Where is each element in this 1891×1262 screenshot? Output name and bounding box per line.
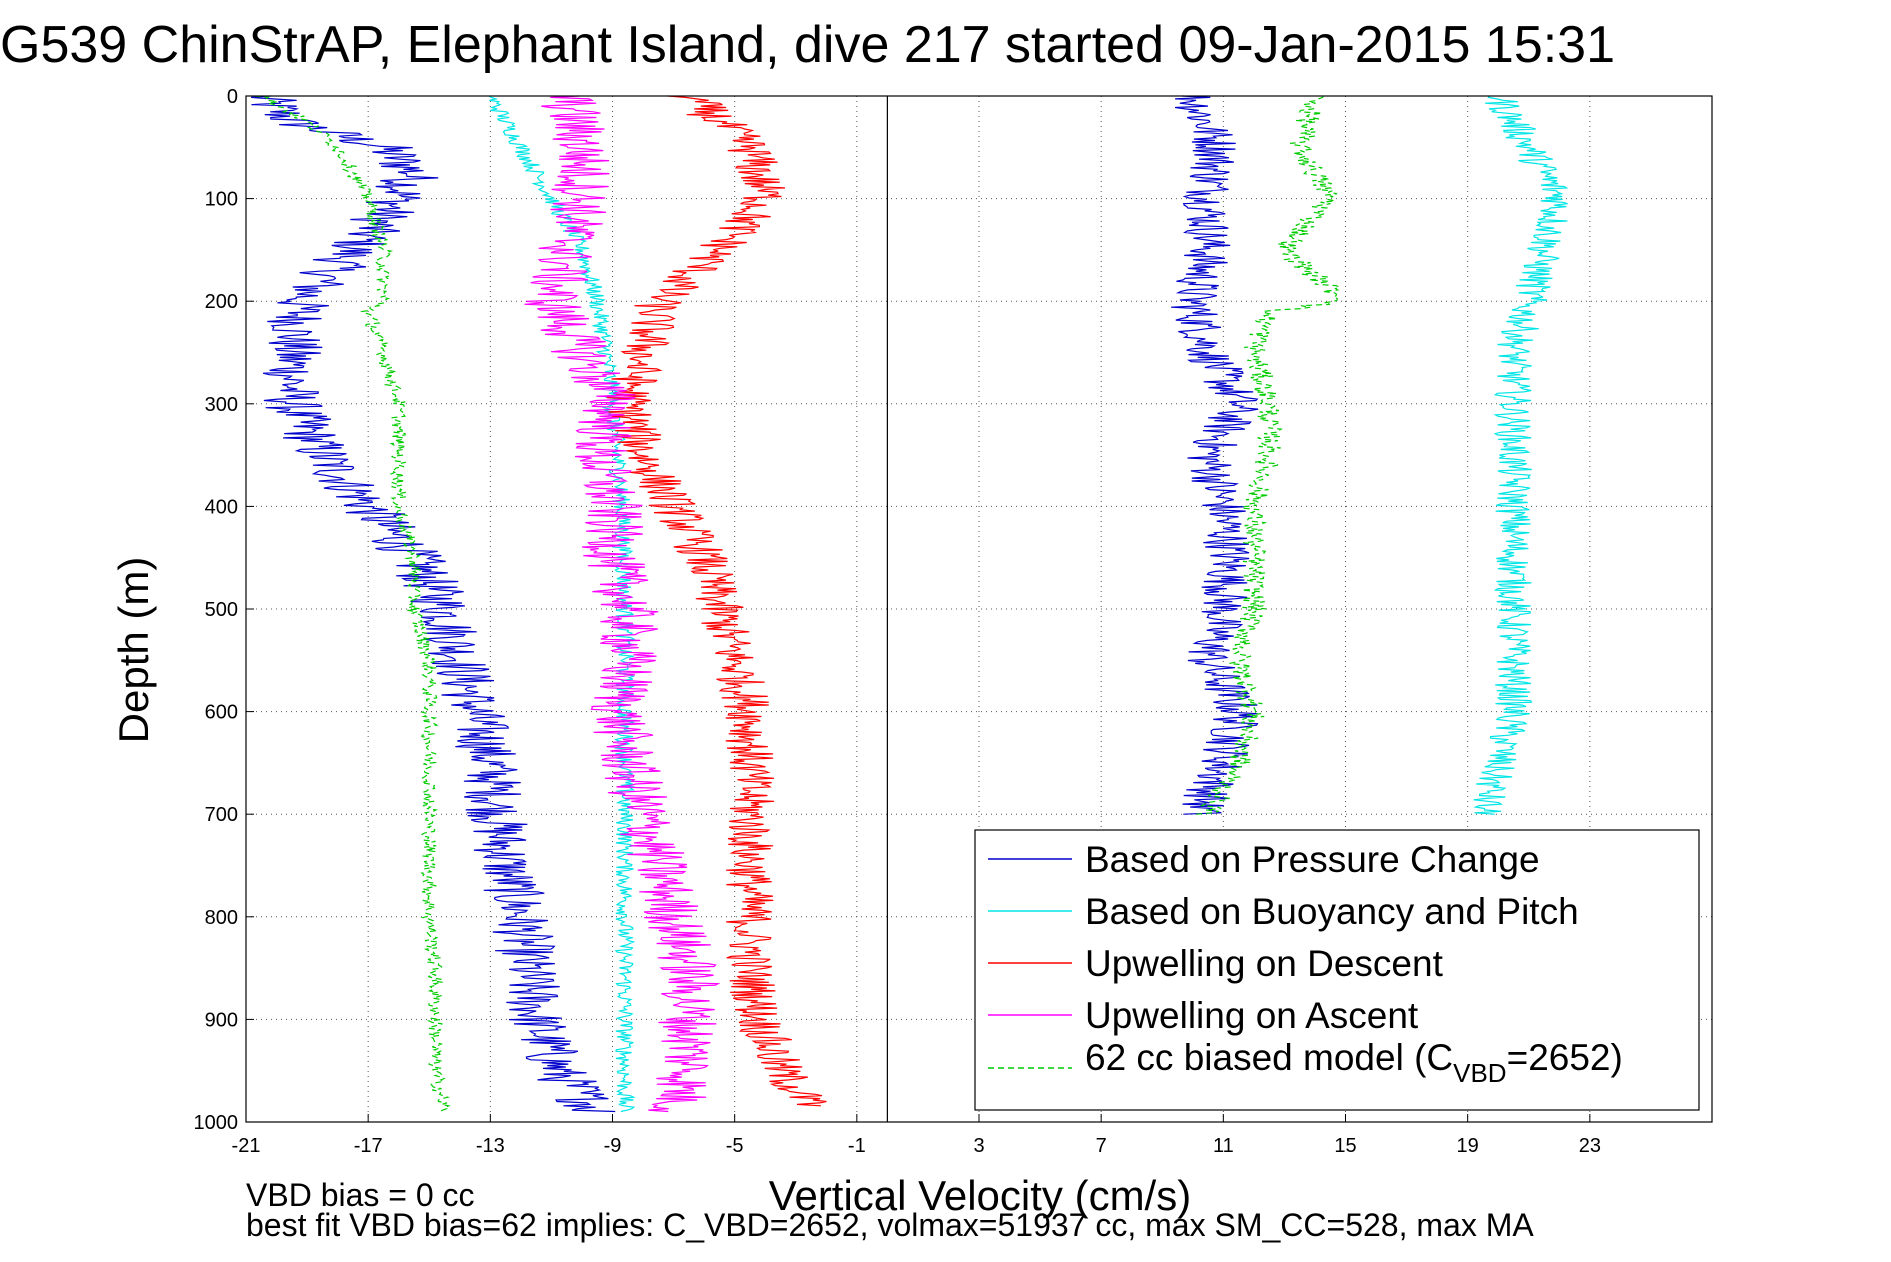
x-tick-label: 3 <box>973 1135 984 1157</box>
series-line <box>251 95 616 1113</box>
legend: Based on Pressure Change Based on Buoyan… <box>974 829 1700 1111</box>
series-4 <box>254 95 1341 1113</box>
x-axis-label: Vertical Velocity (cm/s) <box>769 1172 1191 1219</box>
series-layer <box>251 95 1569 1113</box>
series-3 <box>524 95 721 1113</box>
x-tick-label: 11 <box>1213 1135 1234 1157</box>
y-tick-label: 300 <box>205 394 238 416</box>
legend-box <box>974 829 1700 1111</box>
legend-label-pressure: Based on Pressure Change <box>1085 839 1540 880</box>
y-tick-label: 600 <box>205 702 238 724</box>
x-tick-label: -1 <box>848 1135 866 1157</box>
y-tick-label: 500 <box>205 599 238 621</box>
y-tick-label: 200 <box>205 291 238 313</box>
y-axis-label: Depth (m) <box>110 557 157 744</box>
series-0 <box>251 95 1259 1113</box>
x-ticks: -21 -17 -13 -9 -5 -1 3 7 11 15 19 23 <box>232 1114 1601 1157</box>
y-tick-label: 0 <box>227 86 238 108</box>
series-line-upcast <box>1196 95 1341 815</box>
y-tick-label: 1000 <box>194 1112 239 1134</box>
x-tick-label: 23 <box>1579 1135 1601 1157</box>
x-tick-label: 15 <box>1334 1135 1356 1157</box>
series-2 <box>606 95 827 1107</box>
x-tick-label: 7 <box>1096 1135 1107 1157</box>
note-best-fit: best fit VBD bias=62 implies: C_VBD=2652… <box>246 1207 1534 1243</box>
chart-title: G539 ChinStrAP, Elephant Island, dive 21… <box>0 16 1615 74</box>
legend-label-ascent: Upwelling on Ascent <box>1085 995 1419 1036</box>
legend-label-model-end: =2652) <box>1507 1037 1623 1078</box>
legend-label-descent: Upwelling on Descent <box>1085 943 1444 984</box>
legend-label-buoyancy: Based on Buoyancy and Pitch <box>1085 891 1579 932</box>
y-tick-label: 800 <box>205 907 238 929</box>
y-tick-label: 100 <box>205 189 238 211</box>
note-vbd-bias: VBD bias = 0 cc <box>246 1177 475 1213</box>
legend-label-model-main: 62 cc biased model (C <box>1085 1037 1453 1078</box>
x-tick-label: -17 <box>354 1135 383 1157</box>
series-line-upcast <box>1171 95 1259 815</box>
y-ticks: 0 100 200 300 400 500 600 700 800 900 1000 <box>194 86 254 1134</box>
legend-label-model-sub: VBD <box>1453 1058 1506 1088</box>
x-tick-label: -5 <box>726 1135 744 1157</box>
series-line <box>254 95 451 1113</box>
x-tick-label: -9 <box>604 1135 622 1157</box>
series-line <box>524 95 721 1113</box>
x-tick-label: -21 <box>232 1135 261 1157</box>
y-tick-label: 400 <box>205 496 238 518</box>
series-line <box>606 95 827 1107</box>
series-line-upcast <box>1473 95 1569 815</box>
y-tick-label: 900 <box>205 1009 238 1031</box>
legend-label-model: 62 cc biased model (CVBD=2652) <box>1085 1037 1623 1088</box>
y-tick-label: 700 <box>205 804 238 826</box>
x-tick-label: 19 <box>1457 1135 1479 1157</box>
x-tick-label: -13 <box>476 1135 505 1157</box>
